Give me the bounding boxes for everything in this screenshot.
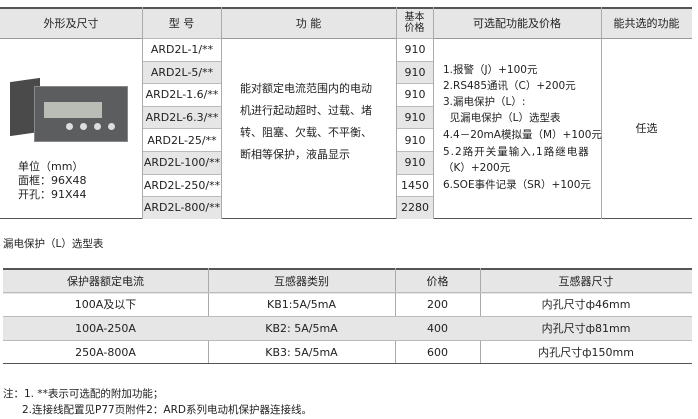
price-cell: 910 bbox=[397, 151, 433, 174]
leak-cell: 100A及以下 bbox=[74, 298, 137, 311]
header-options: 可选配功能及价格 bbox=[473, 17, 561, 30]
leak-cell: KB3: 5A/5mA bbox=[265, 345, 338, 359]
leak-cell: 内孔尺寸ф46mm bbox=[541, 298, 631, 311]
leak-cell: KB2: 5A/5mA bbox=[265, 321, 338, 335]
model-cell: ARD2L-1.6/** bbox=[143, 83, 221, 106]
leak-cell: 100A-250A bbox=[75, 321, 136, 335]
function-line: 断相等保护，液晶显示 bbox=[240, 148, 350, 161]
leak-header-cell: 保护器额定电流 bbox=[67, 275, 144, 288]
header-base-price: 基本 价格 bbox=[404, 12, 425, 34]
header-function: 功 能 bbox=[295, 17, 322, 30]
leak-table-row bbox=[3, 316, 692, 340]
option-item: （K）+200元 bbox=[443, 162, 511, 174]
option-item: 2.RS485通讯（C）+200元 bbox=[443, 80, 576, 92]
main-table-header bbox=[0, 7, 692, 39]
model-cell: ARD2L-5/** bbox=[143, 60, 221, 84]
price-cell: 910 bbox=[397, 128, 433, 151]
leak-cell: 600 bbox=[427, 345, 448, 359]
model-cell: ARD2L-800/** bbox=[143, 196, 221, 219]
device-image bbox=[10, 76, 128, 142]
note-2: 2.连接线配置见P77页附件2：ARD系列电动机保护器连接线。 bbox=[22, 404, 312, 416]
column-divider bbox=[433, 7, 434, 219]
leak-header-cell: 互感器尺寸 bbox=[558, 275, 614, 288]
model-cell: ARD2L-25/** bbox=[143, 128, 221, 151]
leak-cell: KB1:5A/5mA bbox=[267, 297, 336, 311]
dim-panel: 面框：96X48 bbox=[18, 174, 87, 187]
price-cell: 910 bbox=[397, 60, 433, 84]
model-cell: ARD2L-250/** bbox=[143, 173, 221, 197]
leak-table-header bbox=[3, 268, 692, 294]
option-item: 3.漏电保护（L）: bbox=[443, 96, 526, 108]
leak-cell: 内孔尺寸ф150mm bbox=[538, 346, 634, 359]
leak-header-cell: 互感器类别 bbox=[274, 275, 329, 288]
leak-cell: 内孔尺寸ф81mm bbox=[541, 322, 631, 335]
column-divider bbox=[221, 7, 222, 219]
main-table-bottom-border bbox=[0, 218, 692, 219]
header-appearance: 外形及尺寸 bbox=[43, 17, 99, 30]
price-cell: 910 bbox=[397, 83, 433, 106]
leak-cell: 400 bbox=[427, 321, 448, 335]
leak-cell: 250A-800A bbox=[75, 345, 136, 359]
model-cell: ARD2L-1/** bbox=[143, 38, 221, 61]
column-divider bbox=[396, 7, 397, 219]
option-item: 6.SOE事件记录（SR）+100元 bbox=[443, 179, 591, 191]
option-item: 5.2路开关量输入,1路继电器 bbox=[443, 146, 590, 158]
leak-table-title: 漏电保护（L）选型表 bbox=[3, 238, 104, 250]
leak-table-row bbox=[3, 292, 692, 316]
model-cell: ARD2L-6.3/** bbox=[143, 105, 221, 129]
function-line: 能对额定电流范围内的电动 bbox=[240, 82, 372, 95]
price-cell: 910 bbox=[397, 105, 433, 129]
combinable-value: 任选 bbox=[635, 122, 658, 135]
column-divider bbox=[142, 7, 143, 219]
price-cell: 910 bbox=[397, 38, 433, 61]
function-line: 转、阻塞、欠载、不平衡、 bbox=[240, 126, 372, 139]
dim-unit: 单位（mm） bbox=[18, 160, 84, 173]
price-cell: 1450 bbox=[397, 173, 433, 197]
dim-cutout: 开孔：91X44 bbox=[18, 188, 87, 201]
option-item: 1.报警（J）+100元 bbox=[443, 64, 538, 76]
column-divider bbox=[601, 7, 602, 219]
function-line: 机进行起动超时、过载、堵 bbox=[240, 104, 372, 117]
price-cell: 2280 bbox=[397, 196, 433, 219]
lcd-display bbox=[44, 102, 102, 118]
leak-cell: 200 bbox=[427, 297, 448, 311]
leak-table-row bbox=[3, 340, 692, 364]
header-combinable: 能共选的功能 bbox=[613, 17, 680, 30]
option-item: 4.4－20mA模拟量（M）+100元 bbox=[443, 129, 602, 141]
note-1: 注：1. **表示可选配的附加功能； bbox=[3, 388, 164, 400]
leak-header-cell: 价格 bbox=[426, 275, 449, 288]
option-item: 见漏电保护（L）选型表 bbox=[443, 112, 561, 124]
model-cell: ARD2L-100/** bbox=[143, 151, 221, 174]
header-model: 型 号 bbox=[168, 17, 195, 30]
